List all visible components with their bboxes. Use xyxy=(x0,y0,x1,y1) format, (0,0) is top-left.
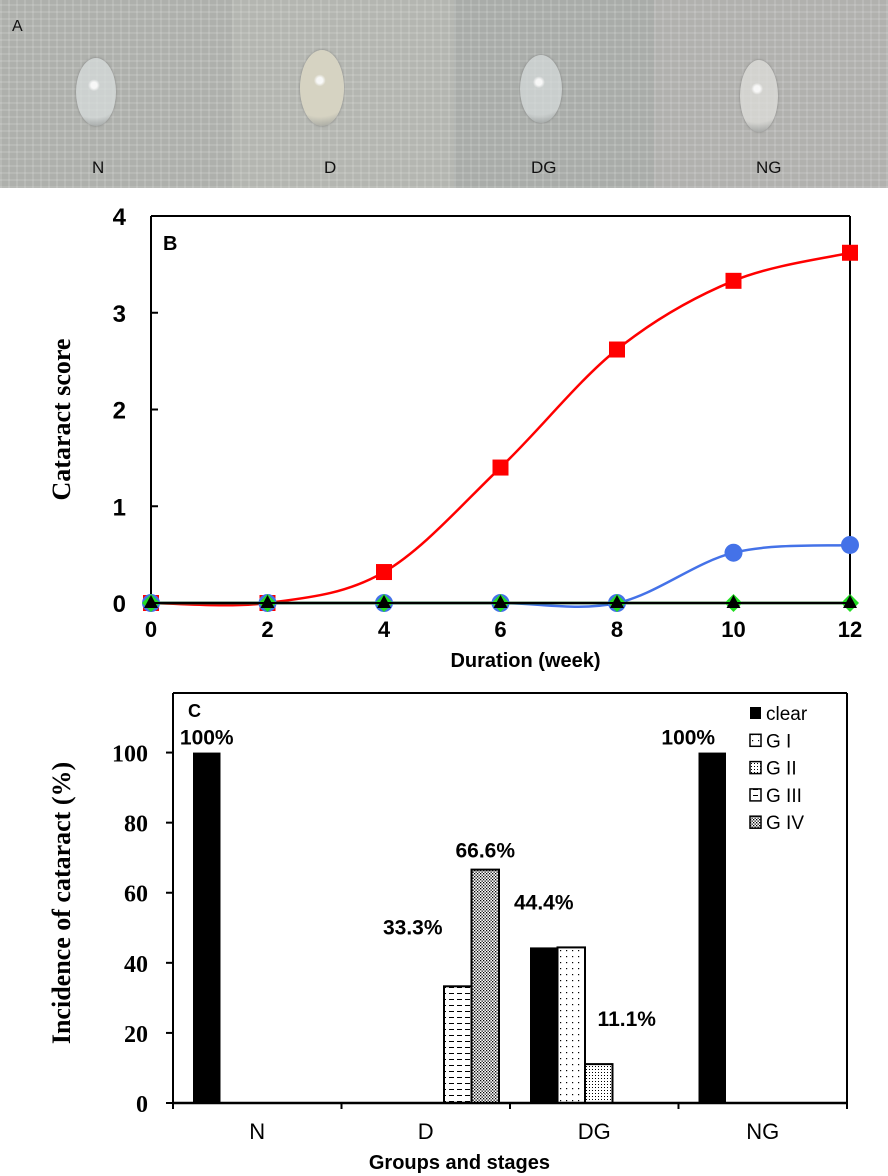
lens-photo-panel: A N D DG NG xyxy=(0,0,888,188)
y-tick-label: 0 xyxy=(113,591,126,618)
bar-n-clear xyxy=(193,752,221,1103)
data-point-dg xyxy=(608,594,626,612)
legend-swatch-giv xyxy=(749,815,762,829)
data-point-d xyxy=(143,595,159,611)
panel-letter-c: C xyxy=(188,701,201,721)
x-tick-label: 8 xyxy=(611,617,623,642)
y-tick-label: 1 xyxy=(113,494,126,521)
photo-label-d: D xyxy=(324,158,337,177)
bar-value-label: 33.3% xyxy=(383,916,443,939)
data-point-ng xyxy=(841,594,859,612)
x-tick-label: 2 xyxy=(261,617,273,642)
y-tick-label: 20 xyxy=(124,1022,148,1048)
data-point-dg xyxy=(724,543,743,562)
bar-dg-gii xyxy=(584,1063,614,1104)
x-category-label: DG xyxy=(578,1119,611,1144)
data-point-d xyxy=(259,595,276,611)
x-category-label: D xyxy=(418,1119,434,1144)
bar-d-giv xyxy=(470,868,500,1104)
series-line-dg xyxy=(151,543,851,608)
legend-label: G IV xyxy=(766,813,804,834)
y-tick-label: 3 xyxy=(113,301,126,328)
legend-label: G II xyxy=(766,759,797,780)
lens-n-clear xyxy=(76,58,116,126)
lens-dg-clear xyxy=(520,55,562,123)
y-tick-label: 100 xyxy=(112,742,148,768)
x-axis-title: Duration (week) xyxy=(450,650,600,672)
data-point-n xyxy=(726,595,741,608)
y-tick-label: 60 xyxy=(124,882,148,908)
y-tick-label: 80 xyxy=(124,812,148,838)
data-point-dg xyxy=(258,594,277,612)
data-point-dg xyxy=(142,594,160,612)
bar-ng-clear xyxy=(698,752,726,1103)
x-tick-label: 12 xyxy=(838,617,862,642)
y-tick-label: 40 xyxy=(124,952,148,978)
panel-letter-a: A xyxy=(12,18,23,35)
bar-value-label: 100% xyxy=(661,727,715,750)
data-point-ng xyxy=(608,594,626,612)
data-point-d xyxy=(609,341,625,358)
x-tick-label: 6 xyxy=(494,617,506,642)
x-category-label: N xyxy=(249,1119,265,1144)
y-tick-label: 2 xyxy=(113,398,126,425)
y-tick-label: 0 xyxy=(136,1092,148,1118)
data-point-n xyxy=(144,595,158,608)
legend-swatch-gi xyxy=(749,733,762,748)
photo-label-ng: NG xyxy=(756,158,782,177)
legend-label: G I xyxy=(766,731,791,752)
x-tick-label: 10 xyxy=(721,617,745,642)
x-category-label: NG xyxy=(746,1119,779,1144)
data-point-d xyxy=(725,272,742,289)
bar-value-label: 100% xyxy=(180,727,234,750)
legend-swatch-giii xyxy=(749,788,762,802)
bar-value-label: 66.6% xyxy=(455,840,515,863)
data-point-d xyxy=(842,244,858,261)
data-point-dg xyxy=(375,594,393,612)
data-point-n xyxy=(843,595,857,608)
y-axis-title: Cataract score xyxy=(47,339,76,501)
data-point-ng xyxy=(724,594,743,612)
lens-d-opaque xyxy=(300,50,344,126)
data-point-ng xyxy=(375,594,393,612)
y-axis-title: Incidence of cataract (%) xyxy=(47,762,76,1044)
data-point-dg xyxy=(841,535,859,554)
data-point-d xyxy=(492,459,509,476)
legend-swatch-gii xyxy=(749,760,762,775)
photo-label-n: N xyxy=(92,158,105,177)
bar-value-label: 11.1% xyxy=(598,1008,657,1031)
bar-d-giii xyxy=(443,985,473,1104)
legend-swatch-clear xyxy=(750,707,761,719)
series-line-d xyxy=(150,251,851,607)
bar-dg-clear xyxy=(530,947,558,1103)
photo-section-dg xyxy=(454,0,654,188)
data-point-d xyxy=(376,564,392,581)
data-point-dg xyxy=(491,594,510,612)
data-point-n xyxy=(493,595,508,608)
data-point-n xyxy=(610,595,624,608)
y-tick-label: 4 xyxy=(113,204,127,231)
data-point-ng xyxy=(491,594,510,612)
data-point-ng xyxy=(258,594,277,612)
x-tick-label: 0 xyxy=(145,617,157,642)
data-point-n xyxy=(260,595,275,608)
data-point-n xyxy=(377,595,391,608)
legend-label: G III xyxy=(766,786,802,807)
lens-ng-clear xyxy=(740,60,778,132)
photo-section-n xyxy=(0,0,232,188)
data-point-ng xyxy=(142,594,160,612)
bar-value-label: 44.4% xyxy=(514,891,574,914)
photo-label-dg: DG xyxy=(531,158,557,177)
bar-dg-gi xyxy=(556,946,586,1105)
x-axis-title: Groups and stages xyxy=(369,1152,550,1174)
panel-letter-b: B xyxy=(163,233,177,255)
legend: clear G I G II G III G IV xyxy=(749,704,808,834)
x-tick-label: 4 xyxy=(378,617,391,642)
cataract-incidence-bar-chart: 0 20 40 60 80 100 N D DG NG Groups and stages Incid… xyxy=(47,692,848,1174)
legend-label: clear xyxy=(766,704,808,725)
